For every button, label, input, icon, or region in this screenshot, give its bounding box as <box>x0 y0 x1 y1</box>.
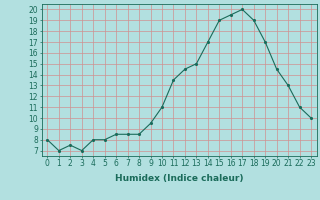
X-axis label: Humidex (Indice chaleur): Humidex (Indice chaleur) <box>115 174 244 183</box>
